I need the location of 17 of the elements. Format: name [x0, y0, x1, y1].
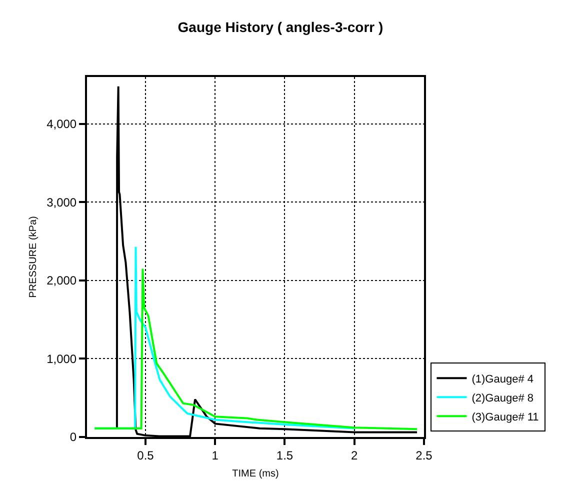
x-tick-label: 2 [351, 448, 358, 462]
line-series [94, 268, 418, 430]
x-tick-label: 2.5 [416, 448, 433, 462]
y-tick-label: 0 [70, 430, 77, 444]
x-tick-label: 1.5 [276, 448, 294, 462]
legend-label: (2)Gauge# 8 [472, 392, 534, 404]
x-tick-label: 1 [212, 448, 219, 462]
chart-title: Gauge History ( angles-3-corr ) [178, 19, 384, 36]
y-tick-label: 3,000 [46, 195, 77, 210]
legend-label: (1)Gauge# 4 [472, 373, 534, 386]
y-tick-label: 2,000 [46, 274, 77, 288]
x-axis-title: TIME (ms) [232, 468, 279, 480]
x-tick-label: 0.5 [137, 448, 154, 462]
y-tick-label: 1,000 [46, 352, 77, 366]
legend-label: (3)Gauge# 11 [472, 411, 539, 424]
y-tick-label: 4,000 [46, 117, 77, 132]
y-axis-title: PRESSURE (kPa) [28, 216, 40, 298]
